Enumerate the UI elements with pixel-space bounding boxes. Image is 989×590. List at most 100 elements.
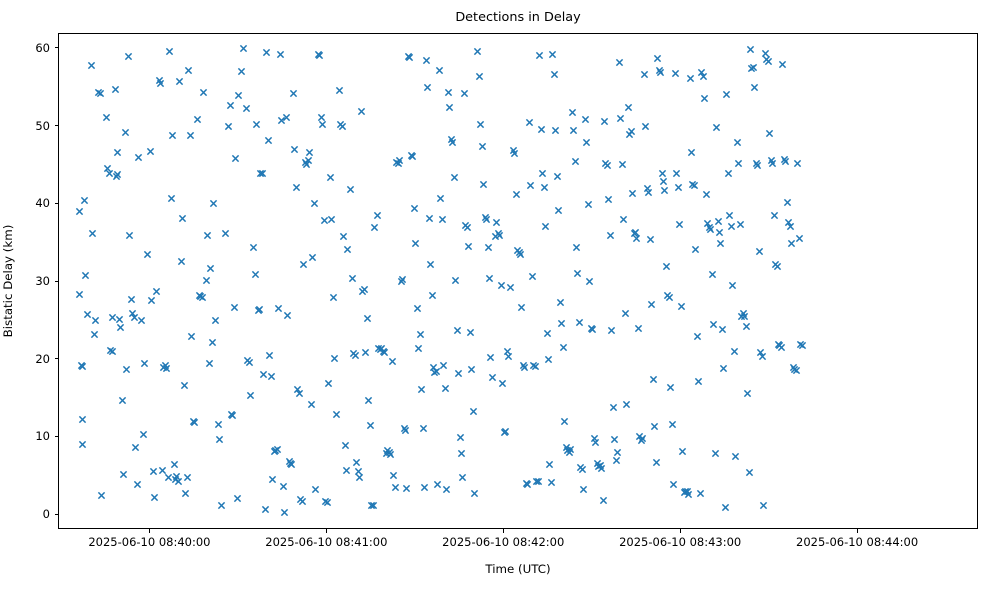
scatter-point bbox=[653, 54, 662, 63]
scatter-point bbox=[341, 441, 350, 450]
scatter-point bbox=[395, 156, 404, 165]
scatter-point bbox=[484, 243, 493, 252]
scatter-point bbox=[531, 362, 540, 371]
scatter-point bbox=[364, 396, 373, 405]
scatter-point bbox=[469, 407, 478, 416]
scatter-point bbox=[224, 122, 233, 131]
scatter-point bbox=[630, 229, 639, 238]
scatter-point bbox=[122, 365, 131, 374]
scatter-point bbox=[545, 460, 554, 469]
scatter-point bbox=[563, 446, 572, 455]
scatter-point bbox=[155, 76, 164, 85]
scatter-point bbox=[234, 91, 243, 100]
x-tick-mark bbox=[325, 529, 327, 533]
scatter-point bbox=[553, 172, 562, 181]
scatter-point bbox=[512, 190, 521, 199]
scatter-point bbox=[737, 312, 746, 321]
scatter-point bbox=[668, 420, 677, 429]
scatter-point bbox=[715, 228, 724, 237]
scatter-point bbox=[80, 196, 89, 205]
scatter-point bbox=[158, 466, 167, 475]
scatter-point bbox=[202, 276, 211, 285]
scatter-point bbox=[520, 363, 529, 372]
scatter-point bbox=[379, 347, 388, 356]
scatter-point bbox=[261, 505, 270, 514]
scatter-point bbox=[404, 52, 413, 61]
scatter-point bbox=[230, 303, 239, 312]
scatter-point bbox=[761, 49, 770, 58]
scatter-point bbox=[324, 379, 333, 388]
scatter-point bbox=[308, 253, 317, 262]
scatter-point bbox=[346, 185, 355, 194]
scatter-point bbox=[721, 503, 730, 512]
scatter-point bbox=[655, 66, 664, 75]
scatter-point bbox=[439, 361, 448, 370]
scatter-point bbox=[259, 370, 268, 379]
scatter-point bbox=[781, 157, 790, 166]
scatter-point bbox=[116, 323, 125, 332]
scatter-point bbox=[335, 86, 344, 95]
scatter-point bbox=[581, 115, 590, 124]
scatter-point bbox=[214, 420, 223, 429]
scatter-point bbox=[451, 276, 460, 285]
scatter-point bbox=[663, 291, 672, 300]
scatter-point bbox=[293, 385, 302, 394]
scatter-point bbox=[198, 293, 207, 302]
scatter-point bbox=[174, 477, 183, 486]
scatter-point bbox=[436, 194, 445, 203]
scatter-point bbox=[413, 304, 422, 313]
scatter-point bbox=[159, 363, 168, 372]
scatter-point bbox=[458, 473, 467, 482]
scatter-point bbox=[208, 338, 217, 347]
scatter-point bbox=[315, 51, 324, 60]
scatter-point bbox=[457, 449, 466, 458]
scatter-point bbox=[677, 302, 686, 311]
scatter-point bbox=[522, 479, 531, 488]
scatter-point bbox=[133, 480, 142, 489]
y-tick-label: 10 bbox=[35, 429, 50, 444]
scatter-point bbox=[610, 435, 619, 444]
scatter-point bbox=[525, 118, 534, 127]
scatter-point bbox=[606, 231, 615, 240]
scatter-point bbox=[708, 270, 717, 279]
scatter-point bbox=[447, 135, 456, 144]
scatter-point bbox=[780, 155, 789, 164]
scatter-point bbox=[170, 460, 179, 469]
scatter-point bbox=[540, 183, 549, 192]
scatter-point bbox=[765, 129, 774, 138]
scatter-point bbox=[665, 293, 674, 302]
scatter-point bbox=[497, 281, 506, 290]
scatter-point bbox=[78, 440, 87, 449]
scatter-point bbox=[181, 489, 190, 498]
scatter-point bbox=[75, 290, 84, 299]
scatter-point bbox=[442, 485, 451, 494]
scatter-point bbox=[627, 127, 636, 136]
y-tick-mark bbox=[54, 202, 58, 204]
scatter-point bbox=[392, 158, 401, 167]
scatter-point bbox=[290, 145, 299, 154]
scatter-point bbox=[121, 128, 130, 137]
scatter-point bbox=[270, 447, 279, 456]
scatter-point bbox=[703, 219, 712, 228]
scatter-point bbox=[753, 161, 762, 170]
scatter-point bbox=[310, 199, 319, 208]
scatter-point bbox=[758, 352, 767, 361]
scatter-point bbox=[725, 211, 734, 220]
scatter-point bbox=[575, 318, 584, 327]
scatter-point bbox=[571, 157, 580, 166]
x-tick-mark bbox=[148, 529, 150, 533]
scatter-point bbox=[504, 352, 513, 361]
scatter-point bbox=[745, 468, 754, 477]
scatter-point bbox=[733, 138, 742, 147]
scatter-point bbox=[90, 330, 99, 339]
scatter-point bbox=[547, 478, 556, 487]
scatter-point bbox=[637, 436, 646, 445]
scatter-point bbox=[329, 293, 338, 302]
scatter-point bbox=[444, 88, 453, 97]
scatter-point bbox=[479, 180, 488, 189]
scatter-point bbox=[373, 211, 382, 220]
scatter-point bbox=[526, 181, 535, 190]
scatter-point bbox=[389, 471, 398, 480]
scatter-point bbox=[719, 364, 728, 373]
scatter-point bbox=[516, 250, 525, 259]
